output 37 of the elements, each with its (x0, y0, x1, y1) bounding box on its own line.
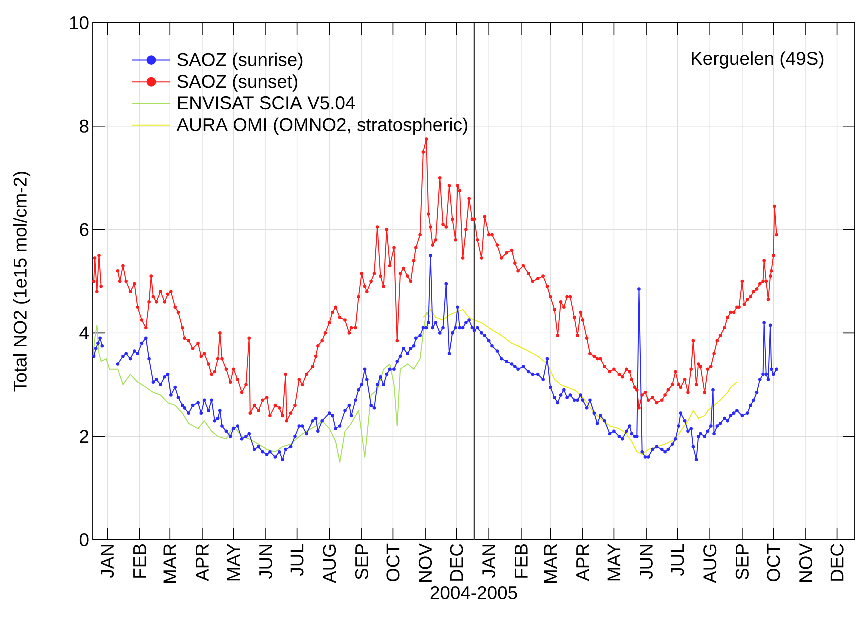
x-tick-label: JUL (290, 544, 304, 576)
x-tick-label: DEC (830, 544, 844, 581)
x-tick-label: MAR (164, 544, 176, 583)
y-tick-label: 2 (80, 430, 89, 444)
x-tick-label: OCT (767, 544, 780, 582)
x-tick-label: NOV (799, 544, 813, 582)
x-tick-label: MAY (227, 544, 240, 581)
y-axis-title: Total NO2 (1e15 mol/cm-2) (13, 172, 31, 392)
x-tick-label: MAR (544, 544, 557, 583)
x-tick-label: AUG (704, 544, 717, 584)
x-tick-label: JUN (260, 545, 272, 580)
legend-label: SAOZ (sunset) (178, 74, 298, 92)
x-tick-label: AUG (323, 544, 336, 584)
x-tick-label: JUL (671, 544, 684, 576)
x-tick-label: JAN (101, 545, 114, 578)
x-tick-label: DEC (450, 544, 464, 581)
x-tick-label: FEB (515, 544, 528, 578)
y-tick-label: 8 (80, 120, 89, 133)
x-tick-label: JAN (482, 545, 496, 578)
x-tick-label: SEP (736, 544, 749, 580)
x-tick-label: NOV (419, 544, 432, 582)
x-tick-label: OCT (386, 544, 400, 582)
x-tick-label: FEB (134, 544, 146, 578)
y-tick-label: 10 (70, 16, 89, 30)
x-tick-label: MAY (608, 544, 621, 581)
annotation: Kerguelen (49S) (692, 52, 824, 69)
legend-label: AURA OMI (OMNO2, stratospheric) (176, 118, 468, 136)
x-tick-label: APR (576, 544, 590, 582)
x-tick-label: APR (196, 544, 209, 582)
x-tick-label: SEP (355, 544, 368, 580)
legend-label: ENVISAT SCIA V5.04 (178, 96, 356, 110)
legend-label: SAOZ (sunrise) (178, 52, 303, 70)
x-axis-title: 2004-2005 (430, 586, 518, 600)
y-tick-label: 6 (80, 223, 89, 236)
y-tick-label: 0 (80, 533, 89, 547)
y-tick-label: 4 (80, 326, 89, 340)
x-tick-label: JUN (640, 545, 653, 580)
